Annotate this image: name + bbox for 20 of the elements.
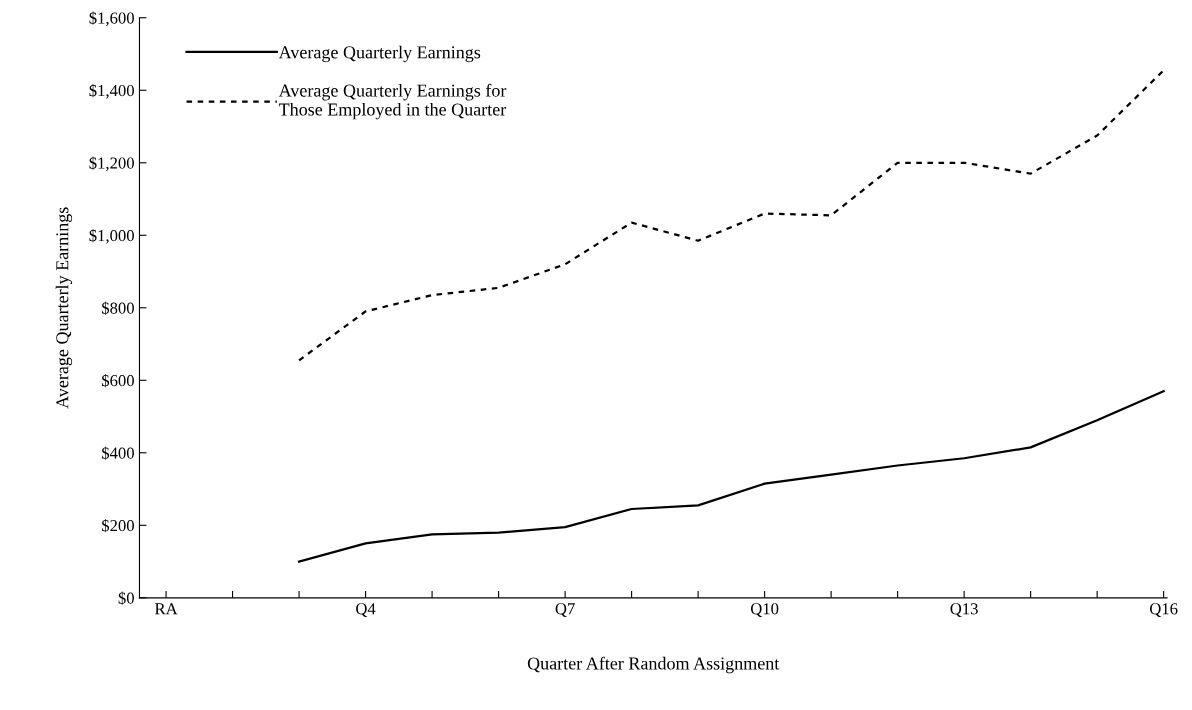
y-axis-title: Average Quarterly Earnings — [55, 207, 73, 409]
y-tick-label: $1,000 — [89, 228, 134, 244]
x-axis-title: Quarter After Random Assignment — [527, 656, 780, 674]
legend-label: Average Quarterly Earnings — [278, 45, 481, 63]
x-tick-label: Q4 — [356, 603, 376, 617]
y-tick-label: $1,600 — [89, 11, 134, 27]
x-tick-label: Q7 — [555, 603, 575, 617]
x-tick-label: Q16 — [1149, 603, 1178, 617]
y-tick-label: $600 — [101, 374, 134, 388]
y-tick-label: $1,200 — [89, 156, 134, 172]
y-tick-label: $800 — [101, 301, 134, 315]
y-tick-label: $400 — [101, 446, 134, 460]
y-tick-label: $0 — [118, 591, 134, 605]
y-tick-label: $200 — [101, 519, 134, 533]
x-tick-label: Q10 — [750, 603, 779, 617]
legend-label: Average Quarterly Earnings for Those Employed in the Quarter — [278, 83, 507, 120]
y-tick-label: $1,400 — [89, 83, 134, 99]
x-tick-label: Q13 — [950, 603, 978, 617]
line-series — [297, 390, 1165, 563]
x-tick-label: RA — [154, 603, 178, 615]
